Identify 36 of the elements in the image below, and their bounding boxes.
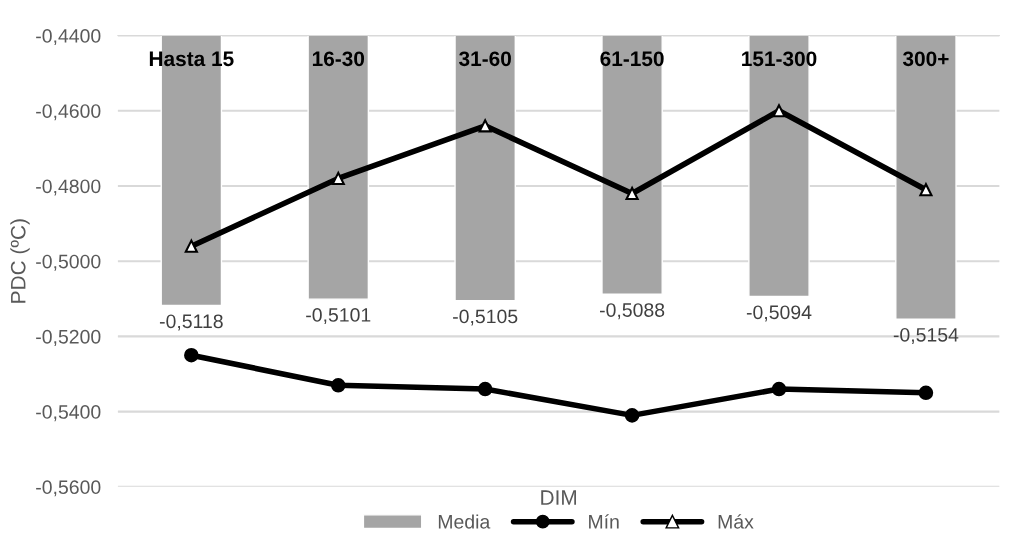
x-tick-label: 300+: [902, 51, 949, 67]
point: [478, 119, 492, 133]
data-label: -0,5118: [159, 314, 223, 331]
legend-label: Mín: [589, 514, 619, 529]
y-tick-label: -0,4400: [36, 29, 101, 46]
x-tick-label: 151-300: [742, 51, 817, 67]
legend-label: Media: [438, 514, 491, 529]
point: [330, 378, 346, 393]
point: [918, 385, 934, 401]
y-tick-label: -0,5400: [36, 405, 101, 422]
point: [771, 381, 787, 397]
x-tick-label: Hasta 15: [149, 51, 234, 67]
data-label: -0,5105: [453, 309, 518, 326]
point: [625, 186, 639, 201]
y-tick-label: -0,4800: [36, 179, 101, 196]
y-tick-label: -0,5200: [36, 329, 101, 346]
legend-label: Máx: [718, 514, 754, 529]
data-label: -0,5094: [746, 305, 812, 322]
data-label: -0,5088: [599, 303, 665, 320]
y-tick-label: -0,5600: [36, 480, 101, 497]
point: [331, 171, 345, 186]
point: [772, 104, 786, 118]
x-axis-title: DIM: [541, 490, 577, 505]
data-label: -0,5154: [893, 327, 959, 345]
point: [184, 239, 198, 253]
point: [477, 381, 493, 397]
y-axis-title: PDC (ºC): [10, 219, 30, 303]
point: [919, 183, 933, 197]
x-tick-label: 16-30: [312, 51, 365, 67]
y-tick-label: -0,4600: [36, 104, 101, 121]
x-tick-label: 61-150: [600, 51, 664, 67]
y-tick-label: -0,5000: [36, 254, 101, 271]
data-label: -0,5101: [306, 308, 371, 325]
point: [184, 347, 199, 363]
x-tick-label: 31-60: [459, 51, 511, 67]
point: [624, 408, 640, 423]
